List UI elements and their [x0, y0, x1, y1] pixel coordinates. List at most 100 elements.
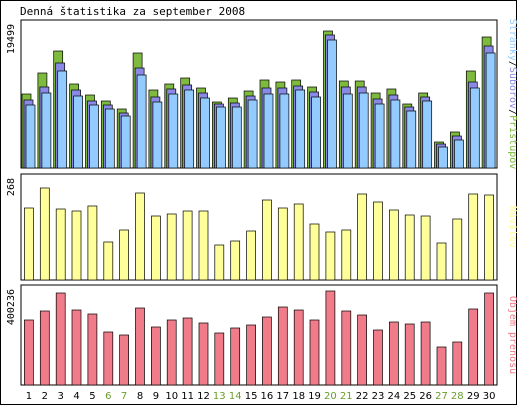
visits-panel: 268 Návštev [6, 173, 517, 281]
bar-traffic-Objem prenosu-day-4 [71, 309, 82, 386]
bar-visits-Návštev-day-10 [166, 213, 177, 281]
series-legend-label: Návštev [507, 206, 517, 248]
legend-part: / [507, 109, 517, 115]
bar-requests-Stránky-day-5 [89, 104, 99, 169]
day-tick-label: 13 [213, 391, 226, 402]
bar-visits-Návštev-day-4 [71, 210, 82, 281]
day-tick-label: 5 [89, 391, 95, 402]
bar-traffic-Objem prenosu-day-6 [103, 331, 114, 386]
day-tick-label: 12 [197, 391, 210, 402]
bar-traffic-Objem prenosu-day-23 [373, 329, 383, 386]
bar-traffic-Objem prenosu-day-16 [262, 316, 272, 386]
bar-visits-Návštev-day-11 [182, 210, 193, 281]
bar-visits-Návštev-day-16 [262, 199, 272, 281]
bar-requests-Stránky-day-4 [73, 95, 83, 169]
y-max-label: 19499 [6, 24, 17, 54]
bar-traffic-Objem prenosu-day-24 [389, 321, 399, 386]
day-tick-label: 1 [26, 391, 32, 402]
bar-requests-Stránky-day-23 [374, 103, 385, 169]
bar-requests-Stránky-day-20 [327, 39, 337, 169]
bar-requests-Stránky-day-16 [263, 93, 274, 169]
day-tick-label: 30 [483, 391, 496, 402]
bar-requests-Stránky-day-30 [485, 52, 496, 169]
day-tick-label: 2 [42, 391, 48, 402]
bar-visits-Návštev-day-21 [341, 229, 352, 281]
bar-visits-Návštev-day-7 [119, 229, 129, 281]
bar-visits-Návštev-day-3 [55, 208, 66, 281]
panel-frame [20, 284, 498, 386]
legend-part: / [507, 61, 517, 67]
bar-requests-Stránky-day-18 [295, 89, 306, 169]
bar-traffic-Objem prenosu-day-15 [246, 324, 256, 386]
bar-visits-Návštev-day-15 [246, 230, 256, 281]
bar-visits-Návštev-day-25 [404, 214, 415, 281]
day-tick-label: 22 [356, 391, 369, 402]
bar-visits-Návštev-day-29 [468, 193, 479, 281]
bar-traffic-Objem prenosu-day-25 [404, 323, 415, 386]
bar-requests-Stránky-day-1 [25, 104, 36, 169]
bar-visits-Návštev-day-26 [420, 215, 431, 281]
bar-requests-Stránky-day-6 [104, 108, 115, 169]
bar-traffic-Objem prenosu-day-28 [452, 341, 463, 386]
bar-requests-Stránky-day-15 [247, 99, 258, 169]
bar-traffic-Objem prenosu-day-7 [119, 334, 129, 386]
panel-frame [20, 173, 498, 281]
bar-visits-Návštev-day-19 [309, 223, 320, 281]
requests-panel: 19499 Stránky/Súborov/Prístupov [6, 19, 517, 170]
bar-requests-Stránky-day-11 [184, 89, 195, 169]
day-tick-label: 27 [435, 391, 448, 402]
bar-requests-Stránky-day-19 [311, 96, 321, 169]
bar-requests-Stránky-day-13 [216, 106, 226, 169]
bar-visits-Návštev-day-24 [389, 209, 399, 281]
bar-requests-Stránky-day-3 [57, 70, 68, 169]
bar-traffic-Objem prenosu-day-9 [151, 326, 161, 386]
bar-visits-Návštev-day-1 [24, 207, 34, 281]
day-tick-label: 28 [451, 391, 464, 402]
day-tick-label: 14 [229, 391, 242, 402]
day-tick-label: 9 [153, 391, 159, 402]
bar-requests-Stránky-day-22 [358, 92, 369, 169]
bar-visits-Návštev-day-30 [484, 194, 494, 281]
bar-visits-Návštev-day-22 [357, 193, 367, 281]
bar-requests-Stránky-day-12 [200, 97, 210, 169]
bar-requests-Stránky-day-21 [342, 93, 353, 169]
bar-traffic-Objem prenosu-day-26 [420, 321, 431, 386]
bar-requests-Stránky-day-29 [469, 87, 480, 169]
day-tick-label: 25 [403, 391, 416, 402]
bar-requests-Stránky-day-7 [120, 115, 131, 169]
bar-visits-Návštev-day-2 [39, 187, 50, 281]
bar-requests-Stránky-day-10 [168, 93, 179, 169]
bar-traffic-Objem prenosu-day-27 [436, 346, 447, 386]
bar-requests-Stránky-day-14 [231, 106, 242, 169]
bar-visits-Návštev-day-23 [373, 201, 383, 281]
bar-requests-Stránky-day-2 [41, 92, 52, 169]
bar-traffic-Objem prenosu-day-3 [55, 292, 66, 386]
day-tick-label: 17 [276, 391, 289, 402]
day-tick-label: 20 [324, 391, 337, 402]
day-tick-label: 23 [372, 391, 385, 402]
bar-traffic-Objem prenosu-day-8 [135, 307, 145, 386]
day-tick-label: 26 [419, 391, 432, 402]
bar-requests-Stránky-day-27 [438, 146, 448, 169]
bar-traffic-Objem prenosu-day-2 [39, 310, 50, 386]
bar-visits-Návštev-day-9 [151, 215, 161, 281]
day-tick-label: 21 [340, 391, 353, 402]
bar-visits-Návštev-day-20 [325, 231, 336, 281]
legend-part: Prístupov [507, 115, 517, 169]
chart-title: Denná štatistika za september 2008 [20, 5, 245, 18]
day-tick-label: 18 [292, 391, 305, 402]
bar-requests-Stránky-day-25 [406, 110, 417, 169]
day-labels: 1 2 3 4 5 6 7 8 9 10 11 12 13 14 15 16 17 18 19 20 21 22 23 24 2… [26, 391, 496, 402]
bar-traffic-Objem prenosu-day-29 [468, 308, 479, 386]
bar-requests-Stránky-day-9 [152, 101, 163, 169]
legend-part: Objem prenosu [507, 296, 517, 374]
bar-visits-Návštev-day-27 [436, 242, 447, 281]
bar-traffic-Objem prenosu-day-18 [293, 309, 304, 386]
bar-traffic-Objem prenosu-day-20 [325, 290, 336, 386]
bar-visits-Návštev-day-8 [135, 192, 145, 281]
bar-visits-Návštev-day-17 [277, 207, 288, 281]
day-tick-label: 16 [261, 391, 274, 402]
day-tick-label: 8 [137, 391, 143, 402]
day-tick-label: 7 [121, 391, 127, 402]
